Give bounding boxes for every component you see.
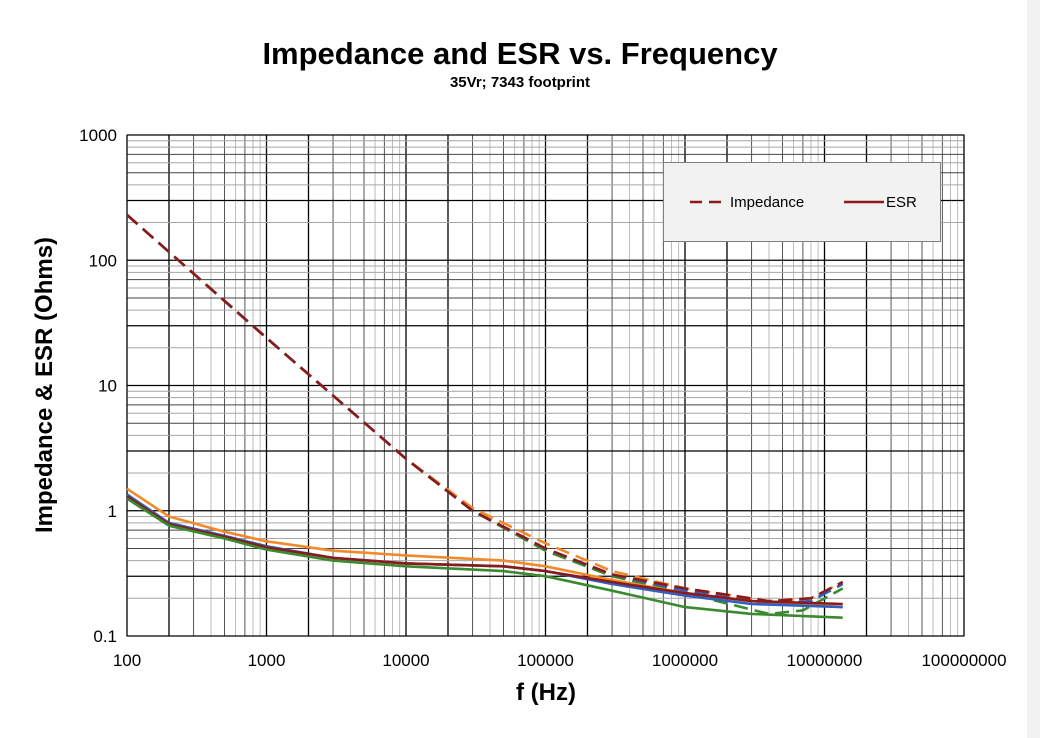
x-tick-label: 100000 bbox=[517, 651, 574, 670]
legend-item-impedance: Impedance bbox=[688, 192, 804, 212]
chart-title: Impedance and ESR vs. Frequency bbox=[262, 36, 778, 71]
side-strip bbox=[1027, 0, 1040, 738]
chart-subtitle: 35Vr; 7343 footprint bbox=[449, 74, 591, 91]
y-tick-label: 0.1 bbox=[93, 627, 117, 646]
y-tick-label: 100 bbox=[89, 251, 117, 270]
legend-label-impedance: Impedance bbox=[730, 193, 805, 211]
x-tick-label: 100000000 bbox=[921, 651, 1006, 670]
x-tick-label: 1000000 bbox=[652, 651, 718, 670]
legend: Impedance ESR bbox=[663, 162, 941, 242]
legend-item-esr: ESR bbox=[842, 192, 917, 212]
y-tick-label: 10 bbox=[98, 377, 117, 396]
series-line-esr-4 bbox=[126, 487, 843, 609]
series-line-impedance-0 bbox=[126, 213, 844, 616]
y-axis-label: Impedance & ESR (Ohms) bbox=[31, 237, 58, 533]
legend-solid-line-icon bbox=[844, 200, 884, 204]
legend-dashed-line-icon bbox=[690, 200, 728, 204]
x-axis-label: f (Hz) bbox=[516, 679, 576, 706]
series-line-esr-7 bbox=[126, 497, 843, 619]
y-tick-label: 1000 bbox=[79, 126, 117, 145]
x-tick-label: 10000000 bbox=[787, 651, 863, 670]
y-tick-label: 1 bbox=[108, 502, 117, 521]
legend-label-esr: ESR bbox=[886, 193, 917, 211]
plot-frame bbox=[126, 134, 965, 637]
x-tick-label: 10000 bbox=[382, 651, 429, 670]
series-line-esr-6 bbox=[126, 495, 843, 606]
series-line-impedance-2 bbox=[126, 213, 844, 606]
x-tick-label: 100 bbox=[113, 651, 141, 670]
series-line-impedance-3 bbox=[126, 213, 844, 603]
x-tick-label: 1000 bbox=[248, 651, 286, 670]
